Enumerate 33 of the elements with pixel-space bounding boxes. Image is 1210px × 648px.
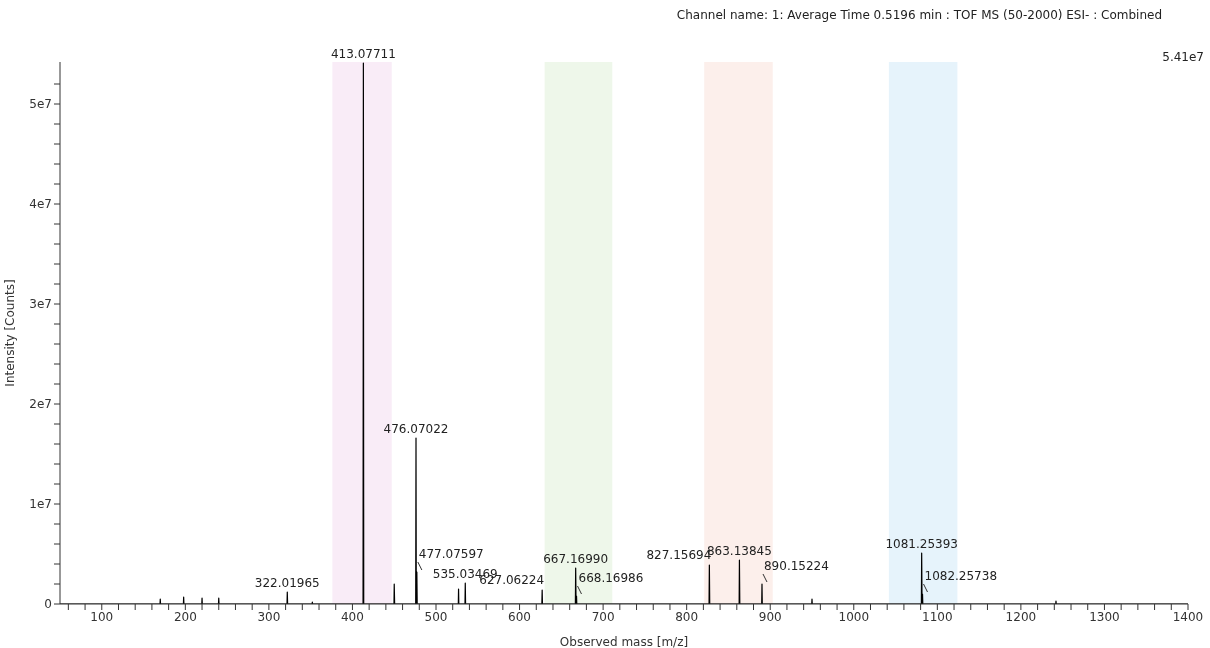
x-tick-label: 400 <box>340 609 364 624</box>
x-tick-label: 100 <box>90 609 114 624</box>
annotation: 1081.25393 <box>885 537 958 551</box>
annotation: 322.01965 <box>254 576 320 590</box>
x-axis-title: Observed mass [m/z] <box>559 635 689 648</box>
y-tick-label: 5e7 <box>29 97 52 112</box>
x-tick-label: 1000 <box>838 609 870 624</box>
chart-title: Channel name: 1: Average Time 0.5196 min : TOF MS (50-2000) ESI- : Combined <box>676 8 1162 22</box>
y-tick-label: 3e7 <box>29 297 52 312</box>
x-tick-label: 1100 <box>922 609 953 624</box>
annotation: 476.07022 <box>383 422 449 436</box>
x-tick-label: 800 <box>675 609 699 624</box>
annotation: 477.07597 <box>418 547 484 561</box>
annotation: 667.16990 <box>543 552 609 566</box>
annotation: 668.16986 <box>578 571 644 585</box>
annotation: 890.15224 <box>763 559 829 573</box>
x-tick-label: 1200 <box>1005 609 1037 624</box>
x-tick-label: 200 <box>173 609 197 624</box>
annotation: 413.07711 <box>330 47 396 61</box>
x-tick-label: 1400 <box>1172 609 1204 624</box>
x-tick-label: 300 <box>257 609 281 624</box>
y-tick-label: 4e7 <box>29 197 52 212</box>
x-tick-label: 600 <box>508 609 532 624</box>
annotation: 1082.25738 <box>924 569 998 583</box>
y-tick-label: 0 <box>44 597 52 612</box>
y-tick-label: 2e7 <box>29 397 52 412</box>
y-tick-label: 1e7 <box>29 497 52 512</box>
x-tick-label: 700 <box>591 609 615 624</box>
x-tick-label: 1300 <box>1089 609 1120 624</box>
x-tick-label: 900 <box>758 609 782 624</box>
annotation: 5.41e7 <box>1162 50 1204 64</box>
x-tick-label: 500 <box>424 609 448 624</box>
y-axis-title: Intensity [Counts] <box>3 279 18 387</box>
